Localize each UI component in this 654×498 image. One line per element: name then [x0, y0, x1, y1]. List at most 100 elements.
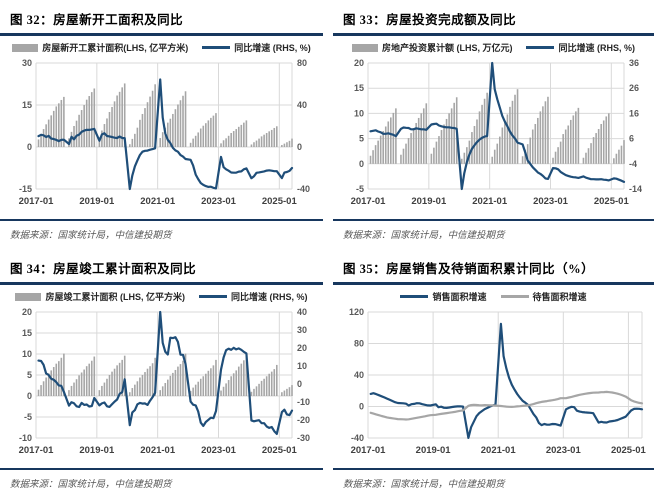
- chart-legend: 房屋新开工累计面积(LHS, 亿平方米) 同比增速 (RHS, %): [0, 39, 323, 56]
- axis-labels: 120 80 40 0 -40 2017-01 2019-01 2021-01 2023-01 2…: [348, 307, 646, 456]
- svg-text:-5: -5: [23, 412, 31, 422]
- svg-text:2019-01: 2019-01: [411, 196, 447, 207]
- legend-label: 销售面积增速: [432, 292, 487, 302]
- legend-line-swatch: [202, 46, 231, 49]
- svg-text:5: 5: [26, 370, 31, 380]
- legend-item: 同比增速 (RHS, %): [202, 41, 311, 54]
- title-divider: [333, 33, 654, 36]
- legend-label: 房屋竣工累计面积 (LHS, 亿平方米): [45, 292, 185, 302]
- svg-text:30: 30: [297, 325, 307, 335]
- svg-text:40: 40: [353, 370, 363, 380]
- legend-line-swatch: [198, 295, 227, 298]
- svg-text:2017-01: 2017-01: [18, 445, 54, 456]
- legend-label: 同比增速 (RHS, %): [558, 43, 635, 53]
- spacer: [0, 458, 323, 468]
- svg-text:2021-01: 2021-01: [480, 445, 516, 456]
- svg-text:-40: -40: [297, 184, 310, 194]
- legend-line-swatch: [500, 295, 529, 298]
- svg-text:0: 0: [358, 159, 363, 169]
- line-series: [36, 78, 293, 191]
- bar-line-chart: 20 15 10 5 0 -5 -10 40 30 20 10 0 -10 -20 -30 2017-01 20…: [18, 307, 310, 456]
- chart-legend: 房屋竣工累计面积 (LHS, 亿平方米) 同比增速 (RHS, %): [0, 288, 323, 305]
- figure-title: 图 32：房屋新开工面积及同比: [10, 13, 184, 27]
- legend-label: 同比增速 (RHS, %): [234, 43, 311, 53]
- svg-text:2025-01: 2025-01: [593, 196, 629, 207]
- legend-label: 房地产投资累计额 (LHS, 万亿元): [381, 43, 513, 53]
- svg-text:-30: -30: [297, 433, 310, 443]
- svg-text:80: 80: [297, 58, 307, 68]
- svg-text:2023-01: 2023-01: [201, 196, 237, 207]
- svg-text:20: 20: [21, 307, 31, 317]
- legend-item: 房地产投资累计额 (LHS, 万亿元): [351, 41, 513, 54]
- svg-text:2017-01: 2017-01: [350, 196, 386, 207]
- svg-text:15: 15: [21, 328, 31, 338]
- line-chart: 120 80 40 0 -40 2017-01 2019-01 2021-01 2023-01 2…: [348, 307, 646, 456]
- title-divider: [0, 282, 323, 285]
- svg-text:-40: -40: [350, 433, 363, 443]
- svg-text:2023-01: 2023-01: [201, 445, 237, 456]
- title-divider: [333, 282, 654, 285]
- figure-panel-33: 图 33：房屋投资完成额及同比 房地产投资累计额 (LHS, 万亿元) 同比增速 …: [327, 0, 654, 249]
- chart-legend: 房地产投资累计额 (LHS, 万亿元) 同比增速 (RHS, %): [333, 39, 654, 56]
- svg-text:-10: -10: [18, 433, 31, 443]
- chart-legend: 销售面积增速 待售面积增速: [333, 288, 654, 305]
- line-series: [36, 310, 293, 435]
- svg-text:10: 10: [297, 361, 307, 371]
- svg-text:2025-01: 2025-01: [261, 445, 297, 456]
- figure-panel-35: 图 35：房屋销售及待销面积累计同比（%） 销售面积增速 待售面积增速 120 80…: [327, 249, 654, 498]
- legend-item: 房屋新开工累计面积(LHS, 亿平方米): [12, 41, 188, 54]
- svg-text:2017-01: 2017-01: [18, 196, 54, 207]
- gridlines: [367, 62, 624, 190]
- title-divider: [0, 33, 323, 36]
- data-source: 数据来源：国家统计局，中信建投期货: [343, 231, 505, 241]
- svg-text:0: 0: [297, 142, 302, 152]
- figure-title: 图 33：房屋投资完成额及同比: [343, 13, 517, 27]
- gridlines: [35, 311, 292, 439]
- legend-item: 同比增速 (RHS, %): [526, 41, 635, 54]
- data-source: 数据来源：国家统计局，中信建投期货: [343, 480, 505, 490]
- data-source: 数据来源：国家统计局，中信建投期货: [10, 231, 172, 241]
- legend-bar-swatch: [15, 292, 42, 301]
- svg-text:30: 30: [21, 58, 31, 68]
- legend-label: 房屋新开工累计面积(LHS, 亿平方米): [42, 43, 189, 53]
- svg-text:0: 0: [297, 379, 302, 389]
- svg-text:-15: -15: [18, 184, 31, 194]
- svg-text:26: 26: [629, 83, 639, 93]
- legend-line-swatch: [526, 46, 555, 49]
- svg-text:15: 15: [21, 100, 31, 110]
- line-series: [368, 61, 625, 191]
- legend-item: 销售面积增速: [400, 290, 487, 303]
- figure-panel-34: 图 34：房屋竣工累计面积及同比 房屋竣工累计面积 (LHS, 亿平方米) 同比增…: [0, 249, 327, 498]
- svg-text:16: 16: [629, 108, 639, 118]
- svg-text:0: 0: [26, 142, 31, 152]
- figure-panel-32: 图 32：房屋新开工面积及同比 房屋新开工累计面积(LHS, 亿平方米) 同比增速…: [0, 0, 327, 249]
- svg-text:0: 0: [358, 402, 363, 412]
- line-series: [369, 390, 643, 421]
- bar-line-chart: 30 15 0 -15 80 40 0 -40 2017-01 2019-01 2021-01 202…: [18, 58, 310, 207]
- svg-text:2019-01: 2019-01: [79, 196, 115, 207]
- svg-text:2023-01: 2023-01: [533, 196, 569, 207]
- footer-divider: [0, 468, 323, 470]
- svg-text:2025-01: 2025-01: [610, 445, 646, 456]
- svg-text:2021-01: 2021-01: [140, 196, 176, 207]
- legend-line-swatch: [400, 295, 429, 298]
- figure-title: 图 34：房屋竣工累计面积及同比: [10, 262, 197, 276]
- svg-text:2019-01: 2019-01: [79, 445, 115, 456]
- footer-divider: [333, 219, 654, 221]
- svg-text:-14: -14: [629, 184, 642, 194]
- spacer: [0, 209, 323, 219]
- svg-text:36: 36: [629, 58, 639, 68]
- spacer: [333, 209, 654, 219]
- svg-text:2021-01: 2021-01: [140, 445, 176, 456]
- legend-label: 待售面积增速: [532, 292, 587, 302]
- svg-text:2017-01: 2017-01: [350, 445, 386, 456]
- figure-title: 图 35：房屋销售及待销面积累计同比（%）: [343, 262, 595, 276]
- bar-series: [37, 83, 293, 147]
- svg-text:15: 15: [353, 83, 363, 93]
- spacer: [333, 458, 654, 468]
- axis-labels: 20 15 10 5 0 -5 36 26 16 6 -4 -14 2017-01 2019-01 2021…: [350, 58, 641, 207]
- svg-text:0: 0: [26, 391, 31, 401]
- svg-text:40: 40: [297, 307, 307, 317]
- svg-text:5: 5: [358, 134, 363, 144]
